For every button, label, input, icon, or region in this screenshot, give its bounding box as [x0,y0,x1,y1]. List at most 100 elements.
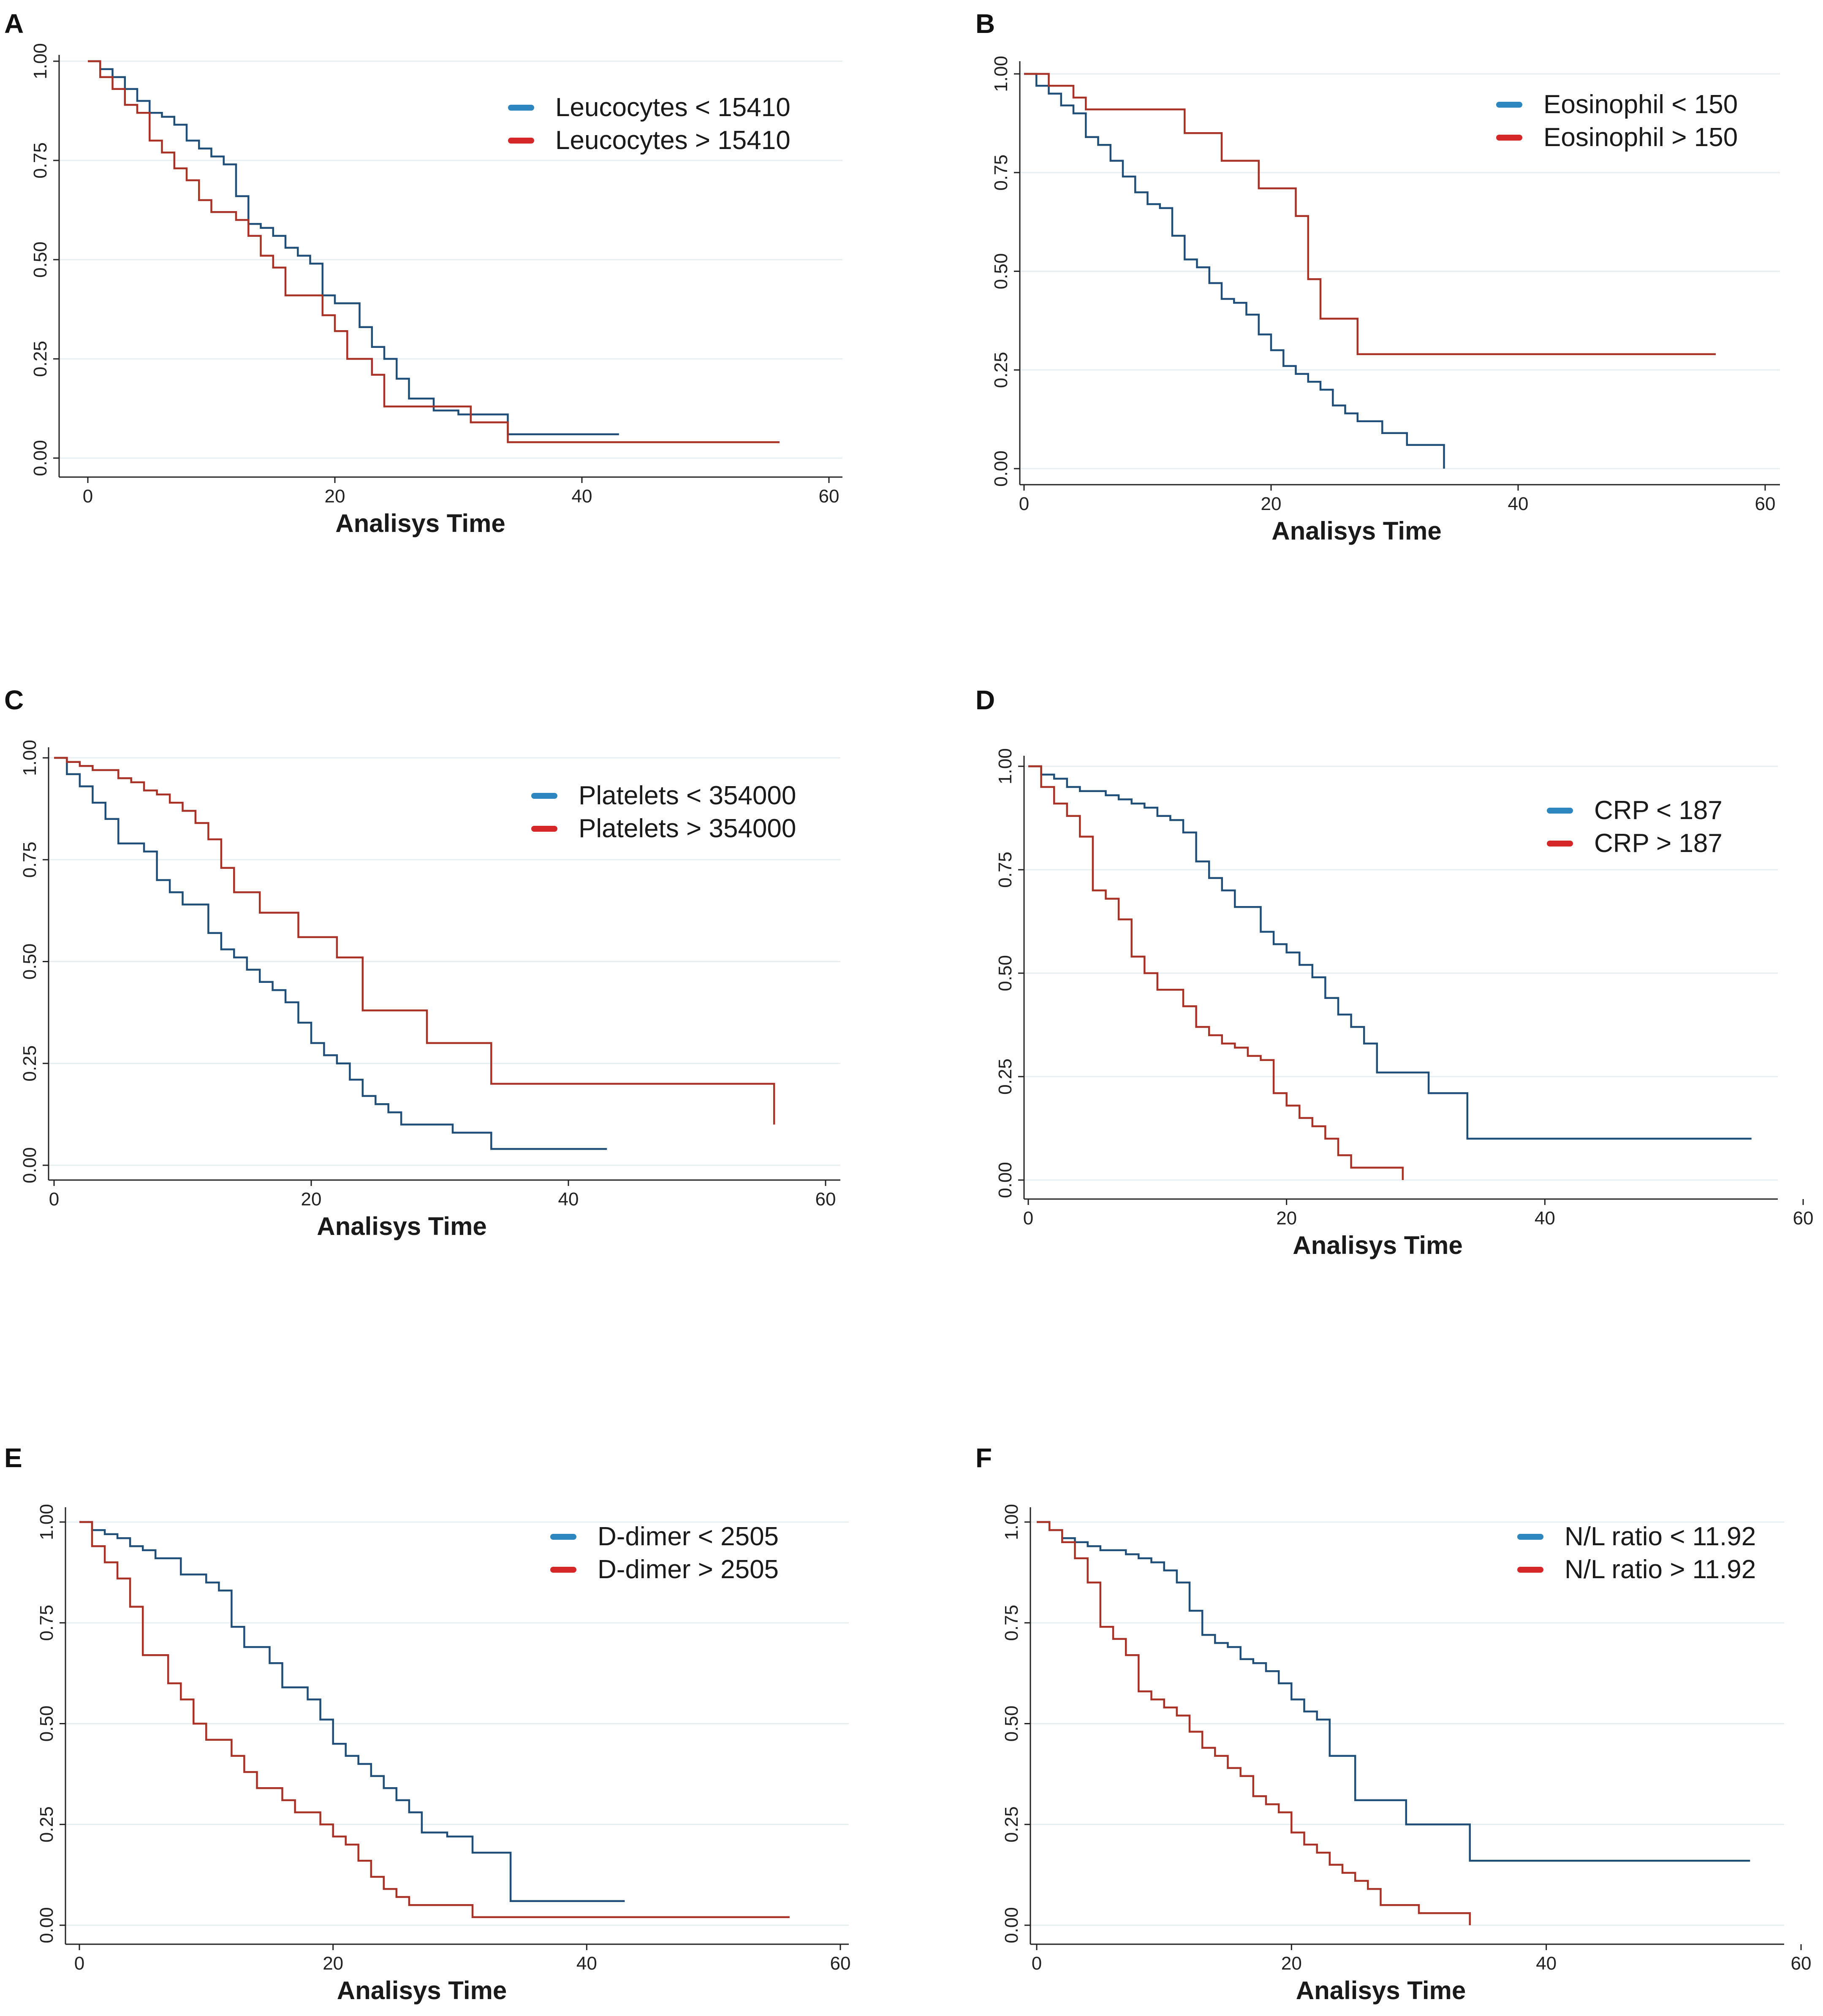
panel-letter-a: A [4,8,24,39]
legend-e: D-dimer < 2505 D-dimer > 2505 [550,1522,779,1584]
y-tick-label-a-2: 0.50 [30,241,51,278]
legend-label-c-low: Platelets < 354000 [579,781,796,810]
y-tick-label-c-4: 1.00 [19,740,40,776]
x-tick-label-b-2: 40 [1508,494,1529,514]
x-tick-label-e-2: 40 [576,1953,597,1974]
x-tick-label-c-1: 20 [301,1189,322,1210]
panel-b: B 0.00 0.25 0.50 0.75 1.00 0 20 40 60 Analisys Tim… [975,8,1780,545]
x-tick-label-d-0: 0 [1023,1208,1033,1229]
y-tick-label-b-2: 0.50 [991,253,1011,290]
x-axis-title-c: Analisys Time [317,1212,486,1240]
y-tick-label-d-1: 0.25 [995,1058,1016,1095]
legend-label-b-low: Eosinophil < 150 [1543,90,1738,119]
y-tick-label-f-4: 1.00 [1001,1504,1022,1540]
y-tick-label-a-1: 0.25 [30,341,51,377]
km-curve-f-low [1037,1521,1750,1862]
km-curve-d-low [1028,765,1752,1140]
km-curve-a-high [88,60,780,443]
legend-a: Leucocytes < 15410 Leucocytes > 15410 [508,93,791,155]
y-tick-label-f-1: 0.25 [1001,1806,1022,1842]
legend-label-e-high: D-dimer > 2505 [598,1555,779,1584]
km-curve-a-low [88,60,619,435]
x-tick-label-b-1: 20 [1261,494,1282,514]
legend-label-d-low: CRP < 187 [1594,796,1722,825]
legend-label-a-low: Leucocytes < 15410 [555,93,791,122]
x-tick-label-f-2: 40 [1536,1953,1557,1974]
x-axis-title-f: Analisys Time [1296,1976,1466,2005]
y-tick-label-b-3: 0.75 [991,155,1011,191]
x-tick-label-a-3: 60 [819,486,840,507]
y-tick-label-c-3: 0.75 [19,841,40,878]
legend-d: CRP < 187 CRP > 187 [1547,796,1722,858]
legend-label-a-high: Leucocytes > 15410 [555,126,791,155]
x-axis-title-e: Analisys Time [337,1976,507,2005]
km-curve-c-high [54,757,775,1125]
y-tick-label-e-1: 0.25 [36,1806,57,1842]
x-axis-title-b: Analisys Time [1271,517,1441,545]
y-tick-label-a-4: 1.00 [30,43,51,79]
panel-letter-e: E [4,1443,22,1473]
km-curve-b-high [1024,73,1716,355]
y-tick-label-e-3: 0.75 [36,1605,57,1641]
y-tick-label-d-2: 0.50 [995,955,1016,991]
x-tick-label-e-1: 20 [323,1953,343,1974]
km-curve-c-low [54,757,607,1150]
km-curve-b-low [1024,73,1445,469]
x-tick-label-a-1: 20 [325,486,345,507]
panel-letter-d: D [975,685,995,715]
panel-letter-c: C [4,685,24,715]
y-tick-label-c-2: 0.50 [19,944,40,980]
legend-label-f-high: N/L ratio > 11.92 [1565,1555,1756,1584]
y-tick-label-c-1: 0.25 [19,1045,40,1082]
x-tick-label-d-1: 20 [1276,1208,1297,1229]
x-tick-label-f-0: 0 [1032,1953,1042,1974]
panel-letter-b: B [975,8,995,39]
legend-b: Eosinophil < 150 Eosinophil > 150 [1496,90,1738,152]
y-tick-label-f-2: 0.50 [1001,1706,1022,1742]
x-tick-label-a-2: 40 [572,486,592,507]
y-tick-label-b-1: 0.25 [991,352,1011,388]
x-tick-label-c-2: 40 [558,1189,579,1210]
x-tick-label-b-3: 60 [1755,494,1776,514]
x-tick-label-f-3: 60 [1791,1953,1812,1974]
y-tick-label-a-3: 0.75 [30,142,51,179]
panel-letter-f: F [975,1443,992,1473]
legend-label-e-low: D-dimer < 2505 [598,1522,779,1551]
legend-c: Platelets < 354000 Platelets > 354000 [531,781,796,843]
y-tick-label-e-2: 0.50 [36,1706,57,1742]
y-tick-label-b-4: 1.00 [991,56,1011,92]
x-tick-label-c-3: 60 [815,1189,836,1210]
y-tick-label-d-4: 1.00 [995,748,1016,784]
km-curve-f-high [1037,1521,1471,1925]
legend-label-c-high: Platelets > 354000 [579,814,796,843]
x-tick-label-d-2: 40 [1535,1208,1555,1229]
legend-label-f-low: N/L ratio < 11.92 [1565,1522,1756,1551]
km-curve-e-high [79,1521,790,1918]
panel-f: F 0.00 0.25 0.50 0.75 1.00 0 20 40 60 Analisys Tim… [975,1443,1811,2005]
x-tick-label-d-3: 60 [1793,1208,1814,1229]
panel-e: E 0.00 0.25 0.50 0.75 1.00 0 20 40 60 Analisys Tim… [4,1443,850,2005]
y-tick-label-e-0: 0.00 [36,1907,57,1943]
y-tick-label-c-0: 0.00 [19,1147,40,1183]
legend-label-d-high: CRP > 187 [1594,829,1722,858]
y-tick-label-d-0: 0.00 [995,1162,1016,1198]
x-axis-title-d: Analisys Time [1293,1231,1462,1259]
legend-f: N/L ratio < 11.92 N/L ratio > 11.92 [1517,1522,1756,1584]
km-curve-e-low [79,1521,625,1902]
x-tick-label-c-0: 0 [49,1189,59,1210]
y-tick-label-a-0: 0.00 [30,440,51,476]
y-tick-label-e-4: 1.00 [36,1504,57,1540]
y-tick-label-f-0: 0.00 [1001,1907,1022,1943]
y-tick-label-f-3: 0.75 [1001,1605,1022,1641]
x-tick-label-f-1: 20 [1281,1953,1302,1974]
x-tick-label-a-0: 0 [83,486,93,507]
y-tick-label-d-3: 0.75 [995,852,1016,888]
panel-a: A 0.00 0.25 0.50 0.75 1.00 0 20 40 60 Analisys Tim… [4,8,842,537]
legend-label-b-high: Eosinophil > 150 [1543,123,1738,152]
panel-d: D 0.00 0.25 0.50 0.75 1.00 0 20 40 60 Analisys Tim… [975,685,1813,1259]
x-tick-label-b-0: 0 [1019,494,1029,514]
x-axis-title-a: Analisys Time [335,509,505,537]
km-curve-d-high [1028,765,1404,1180]
x-tick-label-e-0: 0 [74,1953,84,1974]
